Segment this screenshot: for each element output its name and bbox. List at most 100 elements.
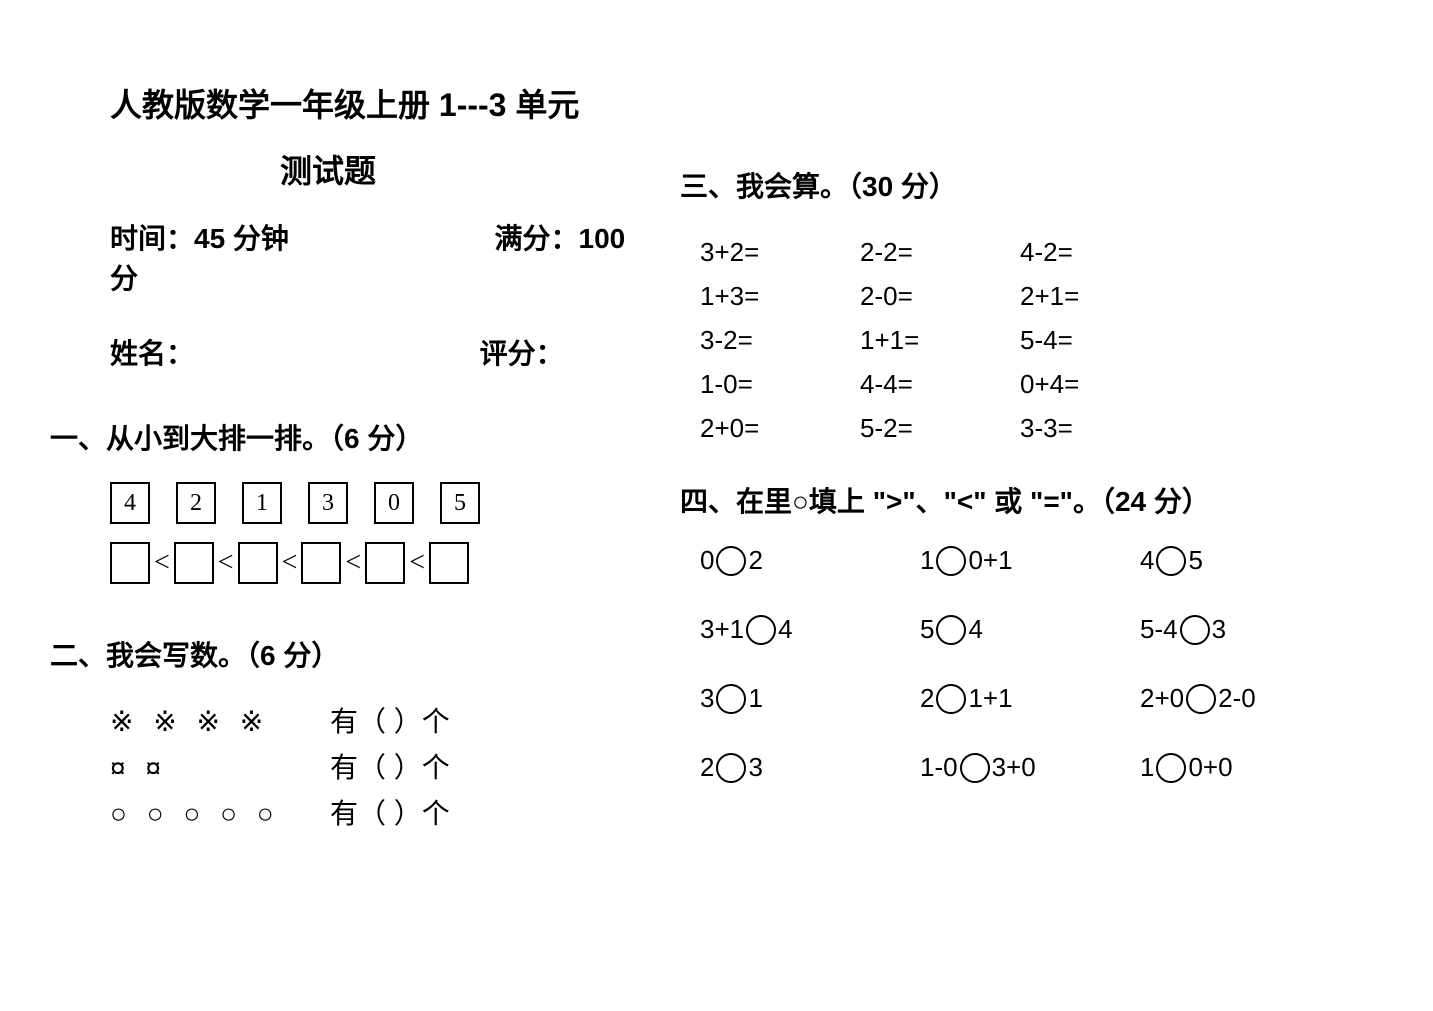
compare-cell: 2+0 2-0 [1140,683,1360,714]
compare-left: 2+0 [1140,683,1184,714]
compare-right: 2-0 [1218,683,1256,714]
compare-left: 1 [1140,752,1154,783]
compare-right: 0+0 [1188,752,1232,783]
calc-cell: 2-0= [860,274,1020,318]
compare-cell: 1-0 3+0 [920,752,1140,783]
title-main: 人教版数学一年级上册 1---3 单元 [110,80,650,126]
blank-box [301,542,341,584]
compare-row: 3+1 4 5 4 5-43 [700,614,1380,645]
circle-blank-icon [1186,684,1216,714]
compare-row: 3121+12+02-0 [700,683,1380,714]
compare-left: 5 [920,614,934,645]
calc-cell: 1+1= [860,318,1020,362]
section1-heading: 一、从小到大排一排。（6 分） [50,417,650,457]
less-than-symbol: < [216,547,236,579]
calc-row: 1+3=2-0=2+1= [700,274,1380,318]
number-box: 4 [110,482,150,524]
compare-right: 0+1 [968,545,1012,576]
compare-right: 2 [748,545,762,576]
less-than-symbol: < [280,547,300,579]
circle-blank-icon [936,546,966,576]
blank-box-row: < < < < < [110,542,650,584]
compare-right: 1 [748,683,762,714]
compare-left: 1-0 [920,752,958,783]
time-label: 时间：45 分钟 [110,223,289,254]
section4-heading: 四、在里○填上 ">"、"<" 或 "="。（24 分） [680,480,1380,520]
count-symbols: ※ ※ ※ ※ [110,699,330,745]
calc-cell: 2+0= [700,406,860,450]
compare-cell: 2 1+1 [920,683,1140,714]
compare-cell: 31 [700,683,920,714]
count-label: 有（ ）个 [330,791,450,837]
section4-body: 0210+1453+14545-433121+12+02-0231-03+010… [700,545,1380,783]
compare-cell: 3+1 4 [700,614,920,645]
circle-blank-icon [716,753,746,783]
compare-cell: 23 [700,752,920,783]
count-symbols: ○ ○ ○ ○ ○ [110,791,330,837]
calc-cell: 3+2= [700,230,860,274]
calc-cell: 4-4= [860,362,1020,406]
compare-right: 4 [778,614,792,645]
blank-box [429,542,469,584]
number-box-row: 4 2 1 3 0 5 [110,482,650,524]
compare-cell: 45 [1140,545,1360,576]
compare-row: 231-0 3+0 1 0+0 [700,752,1380,783]
calc-row: 1-0=4-4=0+4= [700,362,1380,406]
compare-left: 4 [1140,545,1154,576]
section1-body: 4 2 1 3 0 5 < < < < < [110,482,650,584]
count-row: ¤ ¤ 有（ ）个 [110,745,650,791]
compare-right: 3 [1212,614,1226,645]
left-column: 人教版数学一年级上册 1---3 单元 测试题 时间：45 分钟 满分：100 … [50,80,650,837]
calc-row: 2+0=5-2=3-3= [700,406,1380,450]
title-sub: 测试题 [280,146,650,192]
section2-heading: 二、我会写数。（6 分） [50,634,650,674]
compare-cell: 5-43 [1140,614,1360,645]
count-row: ○ ○ ○ ○ ○ 有（ ）个 [110,791,650,837]
compare-left: 0 [700,545,714,576]
calc-cell: 3-2= [700,318,860,362]
circle-blank-icon [746,615,776,645]
compare-row: 0210+145 [700,545,1380,576]
compare-left: 2 [920,683,934,714]
count-row: ※ ※ ※ ※ 有（ ）个 [110,699,650,745]
calc-cell: 2+1= [1020,274,1180,318]
compare-left: 3+1 [700,614,744,645]
blank-box [110,542,150,584]
less-than-symbol: < [152,547,172,579]
compare-left: 3 [700,683,714,714]
compare-right: 4 [968,614,982,645]
circle-blank-icon [960,753,990,783]
calc-row: 3-2=1+1=5-4= [700,318,1380,362]
blank-box [174,542,214,584]
calc-row: 3+2=2-2=4-2= [700,230,1380,274]
meta-row-1: 时间：45 分钟 满分：100 分 [110,217,650,297]
calc-cell: 3-3= [1020,406,1180,450]
section2-body: ※ ※ ※ ※ 有（ ）个 ¤ ¤ 有（ ）个 ○ ○ ○ ○ ○ 有（ ）个 [110,699,650,837]
circle-blank-icon [1156,753,1186,783]
compare-right: 3+0 [992,752,1036,783]
circle-blank-icon [1180,615,1210,645]
blank-box [365,542,405,584]
number-box: 2 [176,482,216,524]
calc-cell: 1-0= [700,362,860,406]
blank-box [238,542,278,584]
circle-blank-icon [936,615,966,645]
number-box: 0 [374,482,414,524]
section3-body: 3+2=2-2=4-2=1+3=2-0=2+1=3-2=1+1=5-4=1-0=… [700,230,1380,450]
number-box: 1 [242,482,282,524]
calc-cell: 5-4= [1020,318,1180,362]
count-label: 有（ ）个 [330,699,450,745]
calc-cell: 2-2= [860,230,1020,274]
circle-blank-icon [716,684,746,714]
right-column: 三、我会算。（30 分） 3+2=2-2=4-2=1+3=2-0=2+1=3-2… [680,165,1380,821]
calc-cell: 0+4= [1020,362,1180,406]
compare-right: 1+1 [968,683,1012,714]
meta-row-2: 姓名： 评分： [110,332,650,372]
circle-blank-icon [936,684,966,714]
compare-cell: 1 0+0 [1140,752,1360,783]
compare-cell: 02 [700,545,920,576]
score-label: 评分： [480,338,564,369]
circle-blank-icon [716,546,746,576]
less-than-symbol: < [343,547,363,579]
circle-blank-icon [1156,546,1186,576]
